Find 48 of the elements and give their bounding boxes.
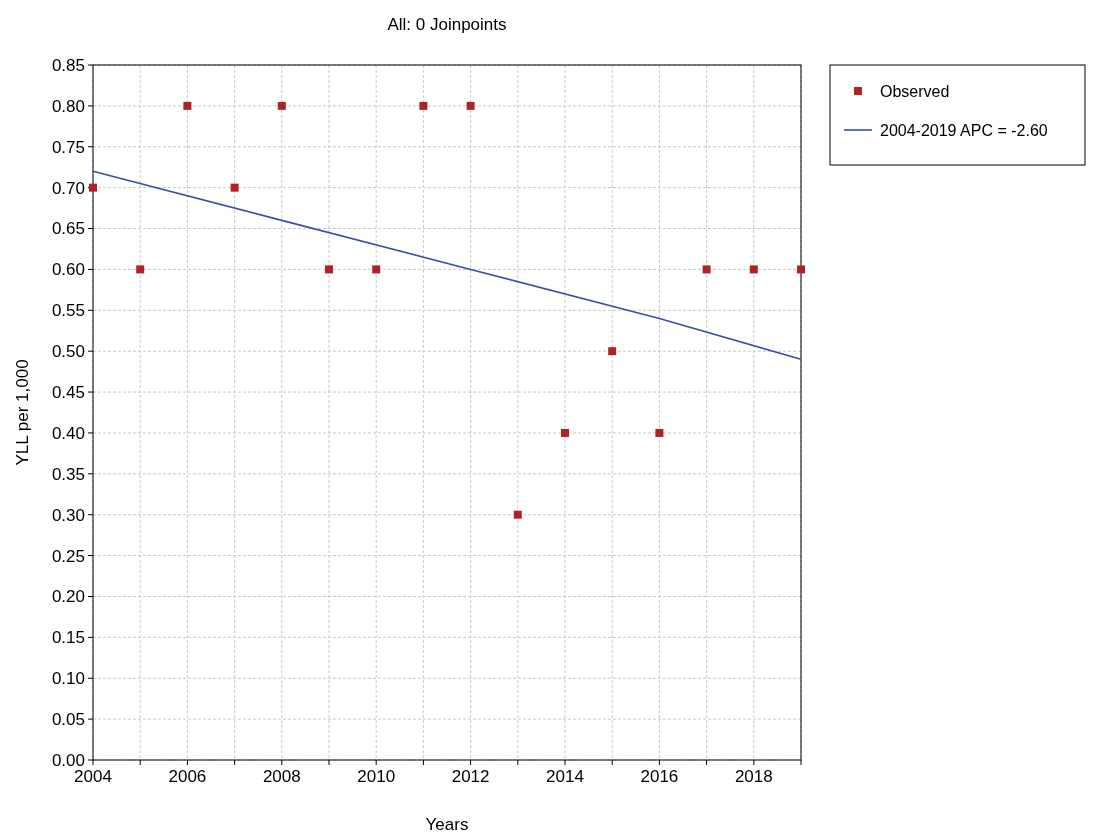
y-tick-label: 0.00: [51, 750, 85, 770]
point: [655, 428, 664, 437]
x-tick-label: 2012: [451, 767, 490, 786]
line-series: [92, 170, 802, 361]
point: [749, 265, 758, 274]
y-tick-label: 0.55: [51, 301, 85, 321]
x-tick-label: 2014: [546, 767, 584, 786]
point: [561, 428, 569, 437]
point: [325, 265, 333, 274]
chart-title: All: 0 Joinpoints: [387, 15, 507, 34]
x-tick-label: 2004: [74, 767, 112, 786]
y-tick-label: 0.80: [51, 96, 85, 116]
legend-label: 2004-2019 APC = -2.60: [880, 121, 1048, 139]
point: [372, 265, 381, 274]
y-tick-label: 0.25: [51, 546, 85, 566]
x-axis-title: Years: [425, 815, 469, 834]
point: [89, 183, 97, 192]
point: [797, 265, 805, 274]
x-tick-label: 2010: [357, 767, 396, 786]
x-tick-label: 2008: [262, 767, 301, 786]
y-axis-title: YLL per 1,000: [13, 359, 32, 466]
y-tick-label: 0.20: [51, 587, 85, 607]
y-tick-label: 0.30: [51, 505, 85, 525]
y-tick-label: 0.40: [51, 423, 85, 443]
point: [419, 101, 428, 110]
point: [608, 347, 617, 356]
point: [466, 101, 475, 110]
x-tick-label: 2016: [640, 767, 679, 786]
y-tick-label: 0.05: [51, 710, 85, 730]
legend-label: Observed: [880, 82, 950, 100]
point: [183, 101, 192, 110]
point: [702, 265, 711, 274]
y-tick-label: 0.15: [51, 628, 85, 648]
point: [513, 510, 522, 519]
y-tick-label: 0.75: [51, 137, 85, 157]
x-tick-label: 2018: [734, 767, 773, 786]
y-tick-label: 0.10: [51, 669, 85, 689]
point: [230, 183, 239, 192]
y-tick-label: 0.50: [51, 342, 85, 362]
y-tick-label: 0.65: [51, 219, 85, 239]
point: [277, 101, 286, 110]
point: [136, 265, 145, 274]
y-tick-label: 0.60: [51, 260, 85, 280]
y-tick-label: 0.70: [51, 178, 85, 198]
x-tick-label: 2006: [168, 767, 207, 786]
y-tick-label: 0.35: [51, 464, 85, 484]
y-tick-label: 0.85: [51, 55, 85, 75]
y-tick-label: 0.45: [51, 383, 85, 403]
